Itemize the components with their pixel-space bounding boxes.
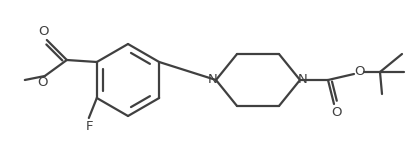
Text: N: N	[297, 73, 307, 86]
Text: O: O	[38, 26, 49, 38]
Text: O: O	[354, 66, 364, 78]
Text: F: F	[86, 120, 93, 133]
Text: O: O	[38, 77, 48, 89]
Text: O: O	[331, 106, 342, 119]
Text: N: N	[208, 73, 217, 86]
